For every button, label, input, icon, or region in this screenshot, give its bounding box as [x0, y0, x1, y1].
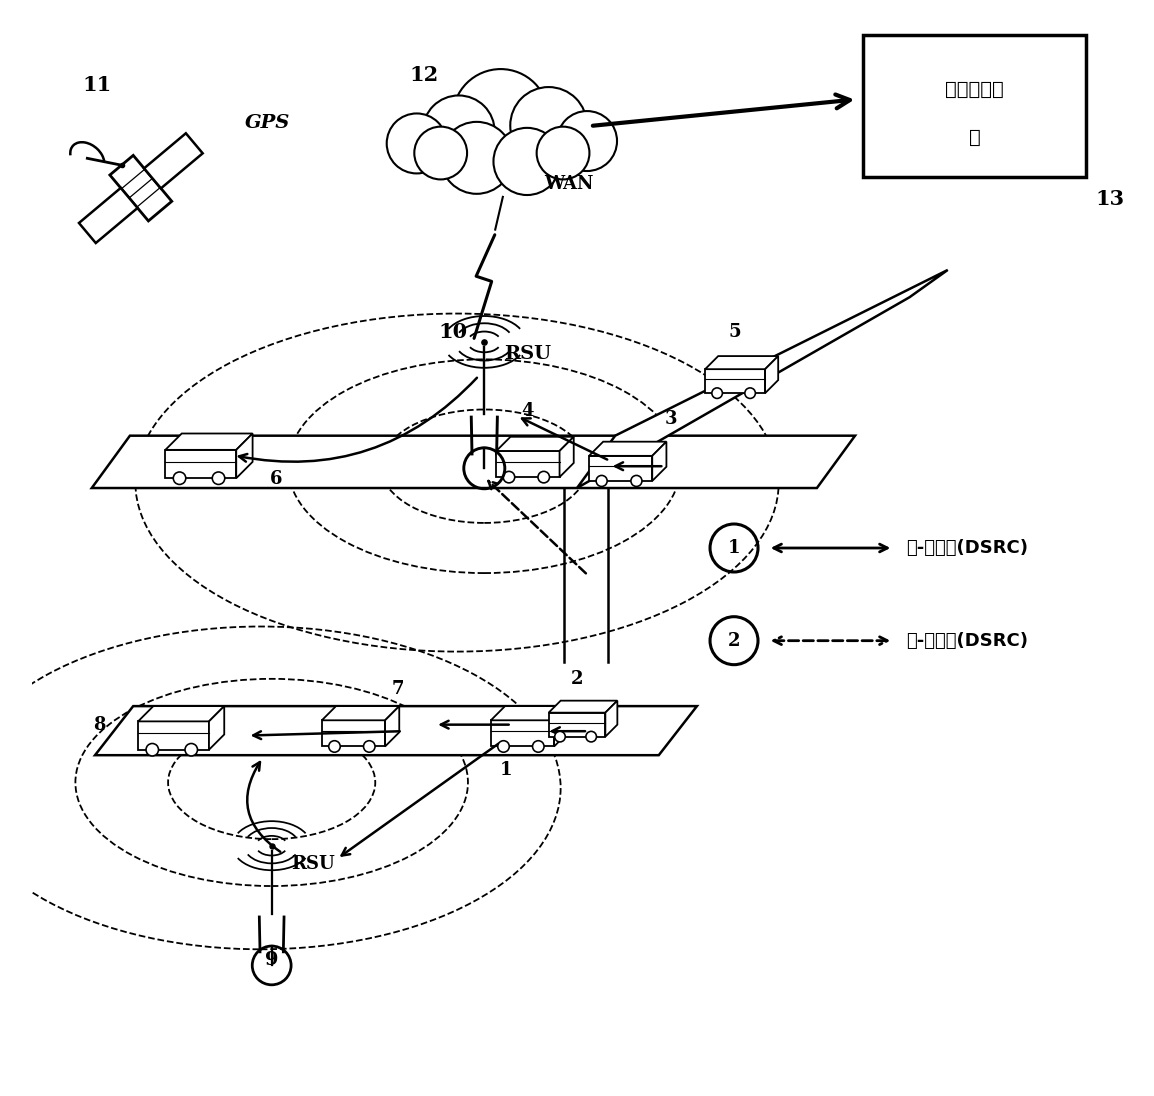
Circle shape [631, 476, 642, 487]
Text: 11: 11 [83, 75, 112, 94]
Circle shape [441, 122, 512, 194]
Polygon shape [548, 712, 606, 737]
Text: 10: 10 [439, 322, 469, 342]
Text: GPS: GPS [245, 114, 290, 132]
Circle shape [422, 95, 495, 168]
Polygon shape [554, 706, 568, 746]
Text: 12: 12 [410, 65, 439, 84]
Text: 6: 6 [270, 470, 282, 489]
Circle shape [557, 111, 617, 171]
Circle shape [494, 128, 561, 195]
Text: 心: 心 [968, 128, 981, 147]
Text: 车-车通信(DSRC): 车-车通信(DSRC) [906, 631, 1028, 650]
Text: 3: 3 [665, 410, 676, 429]
Text: 8: 8 [93, 716, 106, 733]
Text: RSU: RSU [504, 345, 550, 363]
Polygon shape [385, 706, 399, 746]
Text: 5: 5 [729, 323, 741, 341]
Circle shape [387, 114, 447, 173]
Circle shape [414, 127, 467, 180]
Polygon shape [496, 437, 574, 450]
Circle shape [537, 127, 590, 180]
Circle shape [212, 472, 225, 484]
Circle shape [555, 731, 565, 742]
Polygon shape [165, 449, 237, 478]
Polygon shape [765, 356, 778, 393]
Text: 13: 13 [1095, 189, 1124, 209]
Circle shape [173, 472, 186, 484]
Polygon shape [705, 356, 778, 369]
Polygon shape [496, 450, 560, 477]
Polygon shape [652, 442, 666, 481]
Text: 交通管控中: 交通管控中 [945, 80, 1004, 99]
Polygon shape [165, 434, 253, 449]
Polygon shape [78, 187, 137, 243]
Polygon shape [237, 434, 253, 478]
Text: 1: 1 [728, 539, 740, 557]
Circle shape [532, 741, 544, 752]
Polygon shape [589, 456, 652, 481]
Text: 车-路通信(DSRC): 车-路通信(DSRC) [906, 539, 1028, 557]
Circle shape [329, 741, 340, 752]
Polygon shape [322, 706, 399, 720]
Circle shape [364, 741, 375, 752]
Polygon shape [92, 436, 855, 488]
Polygon shape [589, 442, 666, 456]
Polygon shape [490, 706, 568, 720]
Circle shape [185, 743, 197, 756]
Circle shape [597, 476, 607, 487]
Bar [863, 35, 1086, 178]
Circle shape [503, 471, 515, 483]
Text: 1: 1 [500, 761, 512, 778]
Text: WAN: WAN [545, 174, 594, 193]
Polygon shape [322, 720, 385, 746]
Polygon shape [110, 156, 172, 221]
Text: 7: 7 [391, 681, 404, 698]
Circle shape [510, 87, 587, 163]
Circle shape [452, 69, 548, 165]
Circle shape [744, 388, 756, 399]
Text: 4: 4 [522, 402, 534, 421]
Text: 2: 2 [728, 631, 740, 650]
Text: RSU: RSU [291, 855, 335, 874]
Polygon shape [705, 369, 765, 393]
Polygon shape [209, 706, 224, 750]
Text: 2: 2 [571, 670, 583, 687]
Text: 9: 9 [265, 951, 278, 970]
Polygon shape [144, 134, 203, 189]
Polygon shape [606, 700, 617, 737]
Circle shape [147, 743, 158, 756]
Polygon shape [577, 270, 947, 488]
Polygon shape [138, 721, 209, 750]
Polygon shape [95, 706, 697, 755]
Circle shape [497, 741, 509, 752]
Polygon shape [138, 706, 224, 721]
Circle shape [712, 388, 722, 399]
Circle shape [586, 731, 597, 742]
Circle shape [538, 471, 549, 483]
Polygon shape [490, 720, 554, 746]
Polygon shape [560, 437, 574, 477]
Polygon shape [548, 700, 617, 712]
